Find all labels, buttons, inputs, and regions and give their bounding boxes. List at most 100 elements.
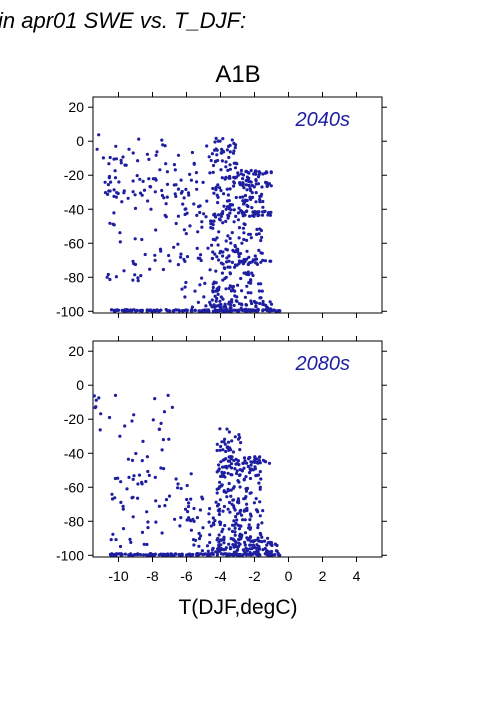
scatter-point [236,459,240,463]
scatter-point [164,202,168,206]
scatter-point [166,393,170,397]
scatter-point [197,531,201,536]
scatter-point [196,300,200,304]
scatter-point [106,183,110,187]
scatter-point [215,448,219,453]
scatter-point [236,545,240,549]
scatter-point [239,276,243,281]
scatter-point [264,460,268,464]
scatter-point [228,167,232,171]
x-tick-label: 4 [353,568,361,584]
scatter-point [269,541,274,545]
scatter-point [192,506,196,511]
scatter-point [265,184,269,188]
scatter-point [218,520,222,524]
scatter-point [218,299,222,303]
scatter-point [157,427,161,431]
scatter-point [119,480,123,484]
scatter-point [267,182,271,186]
scatter-point [176,263,180,267]
scatter-point [248,512,253,516]
scatter-point [233,508,237,512]
scatter-point [112,223,116,227]
scatter-point [108,155,112,160]
scatter-point [126,196,130,200]
scatter-point [243,518,247,522]
scatter-point [232,553,236,557]
scatter-point [237,226,242,230]
scatter-point [230,138,234,142]
scatter-point [222,504,226,509]
scatter-point [213,238,217,242]
scatter-point [228,284,232,288]
scatter-point [119,161,123,165]
scatter-point [260,521,264,525]
scatter-point [222,535,226,539]
scatter-point [249,180,253,184]
scatter-point [205,553,210,557]
scatter-point [176,486,180,490]
scatter-point [239,168,243,173]
scatter-point [239,209,243,213]
scatter-point [103,180,107,184]
scatter-point [162,410,167,414]
scatter-point [118,240,122,244]
scatter-point [236,211,241,215]
scatter-point [260,289,264,293]
scatter-point [265,171,269,175]
scatter-point [228,211,232,215]
scatter-point [161,267,165,272]
scatter-point [227,464,231,468]
scatter-point [253,254,257,258]
scatter-point [186,510,190,514]
x-tick-label: -8 [146,568,159,584]
y-tick-label: 20 [68,343,84,359]
scatter-point [255,309,259,313]
scatter-point [269,553,273,557]
scatter-point [195,246,199,250]
scatter-point [217,533,221,537]
scatter-point [121,527,126,531]
scatter-point [238,485,242,489]
scatter-point [241,173,246,177]
scatter-point [239,441,243,445]
scatter-point [118,434,122,438]
scatter-point [174,221,178,226]
scatter-point [114,553,118,557]
scatter-point [222,541,226,545]
scatter-point [241,461,245,465]
scatter-point [260,540,264,544]
scatter-point [238,260,242,264]
scatter-point [259,238,263,243]
scatter-point [258,514,262,518]
scatter-point [246,270,250,274]
scatter-point [154,228,158,232]
scatter-point [162,196,166,200]
figure-heading: in apr01 SWE vs. T_DJF: [0,8,246,33]
scatter-point [228,143,232,147]
scatter-panel-2040s: 20 0 -20 -40 -60 -80 -100 2040s [56,92,387,319]
period-label: 2040s [295,109,351,131]
scatter-point [213,519,217,523]
scatter-point [136,496,140,500]
scatter-point [146,469,150,474]
scatter-point [244,183,248,187]
scatter-point [190,150,194,155]
scatter-point [191,538,196,542]
scatter-point [243,551,247,555]
scatter-point [241,226,245,230]
scatter-point [242,231,246,235]
scatter-point [164,308,168,312]
scatter-point [146,199,150,203]
scatter-point [257,210,261,214]
scatter-point [219,188,223,193]
scatter-point [167,437,171,441]
scatter-point [261,199,265,204]
scatter-point [236,523,240,527]
scatter-point [94,398,98,402]
scatter-point [149,309,154,313]
scatter-point [212,219,216,223]
scatter-point [226,193,230,197]
scatter-point [242,222,246,226]
scatter-point [184,187,188,191]
